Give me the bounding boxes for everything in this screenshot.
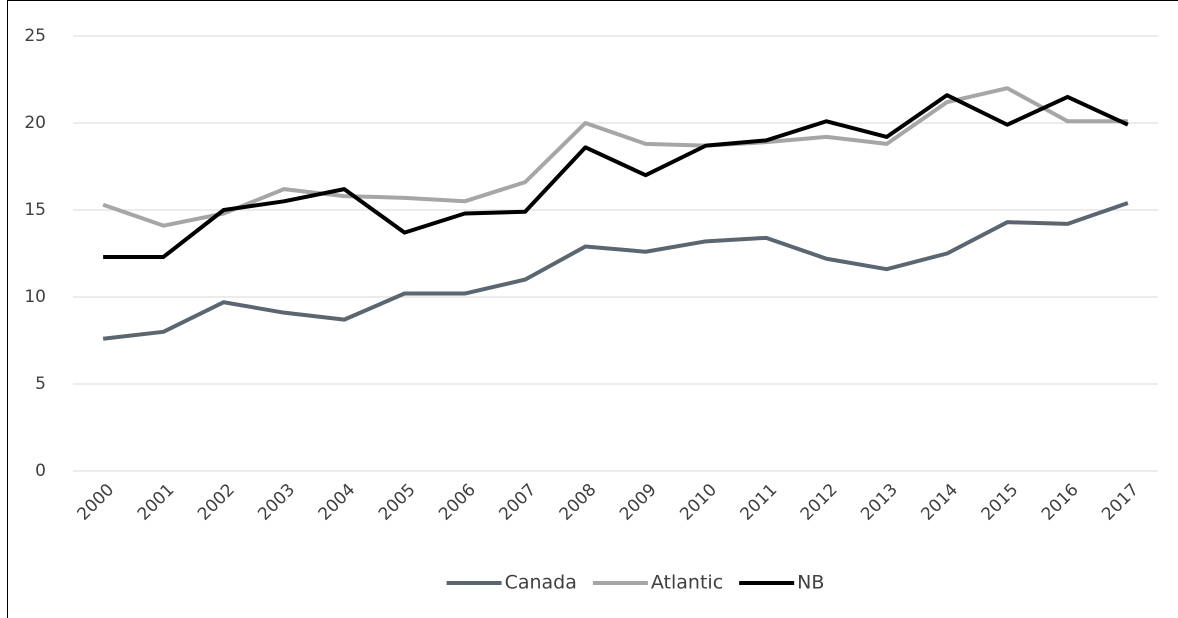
x-tick-label: 2002 [194, 480, 239, 525]
legend-label: NB [797, 572, 824, 594]
x-tick-label: 2017 [1098, 480, 1143, 525]
x-tick-label: 2005 [375, 480, 420, 525]
y-tick-label: 10 [24, 287, 46, 307]
y-tick-label: 5 [35, 374, 46, 394]
data-line [103, 93, 1129, 259]
y-tick-label: 15 [24, 200, 46, 220]
legend-label: Canada [505, 572, 577, 594]
x-tick-label: 2000 [73, 480, 118, 525]
x-tick-label: 2003 [254, 480, 299, 525]
x-tick-label: 2009 [616, 480, 661, 525]
x-tick-label: 2006 [435, 480, 480, 525]
y-tick-label: 0 [35, 461, 46, 481]
y-tick-label: 20 [24, 113, 46, 133]
chart-frame [7, 0, 1178, 618]
x-tick-label: 2015 [978, 480, 1023, 525]
x-tick-label: 2016 [1038, 480, 1083, 525]
x-tick-label: 2001 [134, 480, 179, 525]
x-tick-label: 2013 [857, 480, 902, 525]
data-line [102, 201, 1129, 341]
legend-label: Atlantic [651, 572, 723, 594]
x-tick-label: 2007 [495, 480, 540, 525]
x-tick-label: 2008 [556, 480, 601, 525]
x-tick-label: 2012 [797, 480, 842, 525]
x-tick-label: 2004 [315, 480, 360, 525]
y-tick-label: 25 [24, 26, 46, 46]
x-tick-label: 2011 [737, 480, 782, 525]
x-tick-label: 2010 [676, 480, 721, 525]
legend: Canada Atlantic NB [446, 572, 824, 594]
x-tick-label: 2014 [917, 480, 962, 525]
